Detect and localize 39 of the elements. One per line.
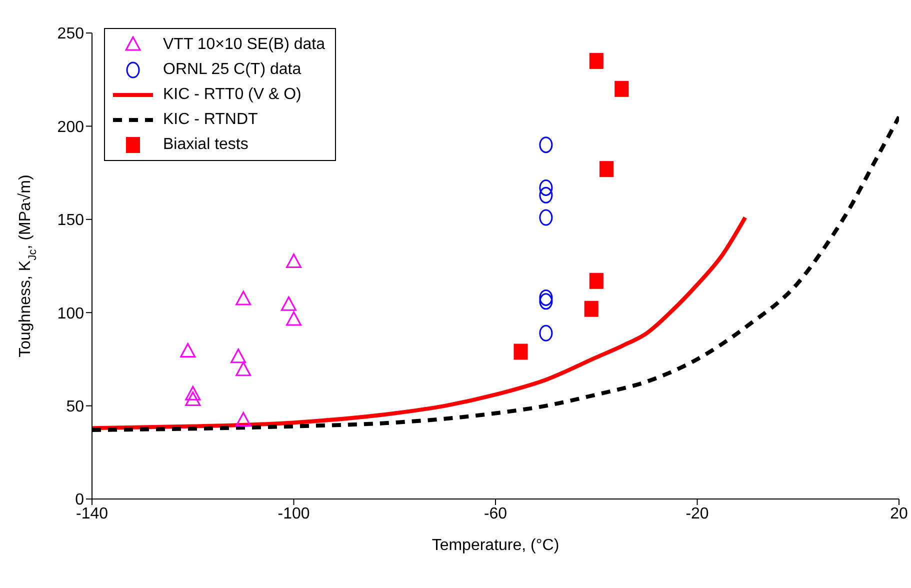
y-tick-label: 250: [57, 26, 84, 43]
x-tick-label: -100: [278, 505, 310, 522]
point: [539, 289, 553, 306]
point: [589, 52, 604, 69]
point: [514, 344, 528, 360]
legend-label: KIC - RTT0 (V & O): [163, 85, 302, 105]
point: [236, 412, 252, 426]
point: [584, 300, 598, 317]
point: [185, 386, 201, 400]
point: [286, 311, 302, 326]
point: [539, 293, 553, 310]
x-tick-label: -60: [484, 505, 508, 522]
point: [286, 254, 302, 268]
x-axis-title: Temperature, (°C): [432, 537, 560, 554]
point: [185, 391, 201, 406]
point: [230, 348, 246, 364]
point: [614, 80, 629, 97]
y-tick-label: 50: [66, 398, 84, 416]
legend-label: Biaxial tests: [163, 135, 248, 155]
x-tick-label: -20: [686, 505, 709, 522]
line-series: [92, 216, 748, 430]
point: [539, 209, 553, 226]
y-tick-label: 200: [57, 118, 84, 136]
point: [180, 342, 196, 358]
point: [539, 186, 553, 204]
point: [539, 324, 553, 342]
point: [236, 362, 252, 376]
y-tick-label: 100: [57, 305, 84, 322]
point: [280, 296, 296, 311]
point: [539, 179, 553, 196]
x-tick-label: 20: [890, 505, 908, 522]
point: [236, 290, 252, 306]
legend-label: VTT 10×10 SE(B) data: [163, 35, 326, 55]
legend-label: ORNL 25 C(T) data: [163, 60, 302, 80]
y-tick-label: 150: [57, 212, 84, 230]
legend-label: KIC - RTNDT: [163, 110, 258, 130]
point: [599, 161, 614, 178]
point: [589, 272, 604, 289]
point: [539, 136, 553, 154]
